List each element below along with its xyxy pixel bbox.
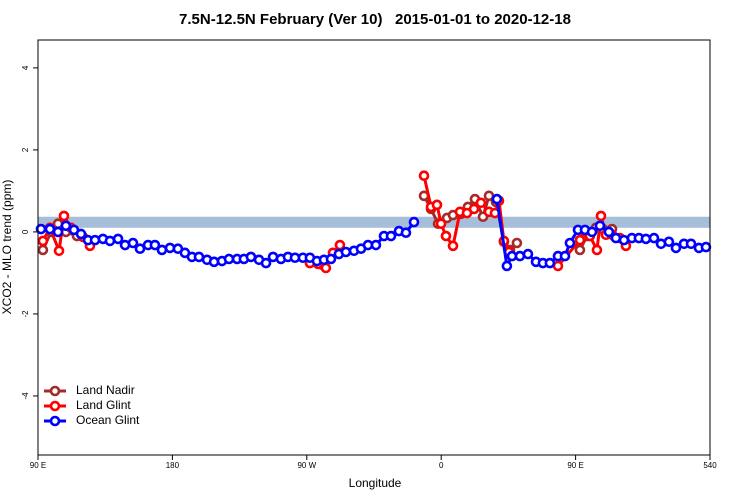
- data-point: [104, 235, 116, 247]
- x-tick-label: 180: [166, 461, 180, 470]
- data-point: [610, 232, 622, 244]
- data-point: [591, 244, 603, 256]
- legend-label: Land Glint: [76, 398, 131, 412]
- data-point: [447, 240, 459, 252]
- data-point: [544, 257, 556, 269]
- data-point: [511, 237, 523, 249]
- reference-band: [38, 216, 710, 228]
- data-point: [156, 244, 168, 256]
- data-point: [408, 216, 420, 228]
- legend-marker: [49, 415, 61, 427]
- data-point: [418, 170, 430, 182]
- data-point: [670, 242, 682, 254]
- chart-title: 7.5N-12.5N February (Ver 10) 2015-01-01 …: [179, 11, 571, 28]
- data-point: [385, 230, 397, 242]
- data-point: [564, 237, 576, 249]
- data-point: [127, 237, 139, 249]
- data-point: [468, 203, 480, 215]
- data-point: [370, 239, 382, 251]
- legend-label: Ocean Glint: [76, 413, 140, 427]
- y-tick-label: 2: [21, 147, 30, 152]
- data-point: [594, 220, 606, 232]
- x-tick-label: 0: [439, 461, 444, 470]
- data-point: [603, 226, 615, 238]
- data-point: [595, 210, 607, 222]
- x-tick-label: 90 W: [297, 461, 316, 470]
- data-point: [400, 227, 412, 239]
- x-axis-label: Longitude: [349, 476, 402, 490]
- data-point: [574, 244, 586, 256]
- data-point: [435, 218, 447, 230]
- plot-frame: [37, 39, 711, 456]
- x-tick-label: 90 E: [567, 461, 583, 470]
- data-point: [320, 262, 332, 274]
- data-point: [58, 210, 70, 222]
- legend-marker: [49, 385, 61, 397]
- data-point: [648, 232, 660, 244]
- data-point: [112, 233, 124, 245]
- data-point: [340, 246, 352, 258]
- data-point: [586, 226, 598, 238]
- data-point: [700, 241, 712, 253]
- data-point: [260, 257, 272, 269]
- data-point: [134, 243, 146, 255]
- y-tick-label: -2: [21, 310, 30, 318]
- data-point: [149, 239, 161, 251]
- y-tick-label: 4: [21, 65, 30, 70]
- y-tick-label: -4: [21, 392, 30, 400]
- data-point: [514, 250, 526, 262]
- legend-label: Land Nadir: [76, 383, 135, 397]
- data-point: [475, 197, 487, 209]
- data-point: [501, 260, 513, 272]
- data-point: [37, 235, 49, 247]
- y-tick-label: 0: [21, 229, 30, 234]
- data-point: [522, 248, 534, 260]
- data-point: [491, 193, 503, 205]
- x-tick-label: 90 E: [30, 461, 46, 470]
- data-point: [53, 245, 65, 257]
- data-point: [663, 236, 675, 248]
- data-point: [640, 233, 652, 245]
- legend-marker: [49, 400, 61, 412]
- data-point: [37, 244, 49, 256]
- data-point: [325, 253, 337, 265]
- y-axis-label: XCO2 - MLO trend (ppm): [0, 180, 14, 315]
- data-point: [574, 234, 586, 246]
- data-point: [559, 250, 571, 262]
- data-point: [75, 228, 87, 240]
- x-tick-label: 540: [703, 461, 717, 470]
- data-point: [60, 220, 72, 232]
- data-point: [52, 226, 64, 238]
- data-point: [440, 230, 452, 242]
- data-point: [685, 238, 697, 250]
- data-point: [431, 199, 443, 211]
